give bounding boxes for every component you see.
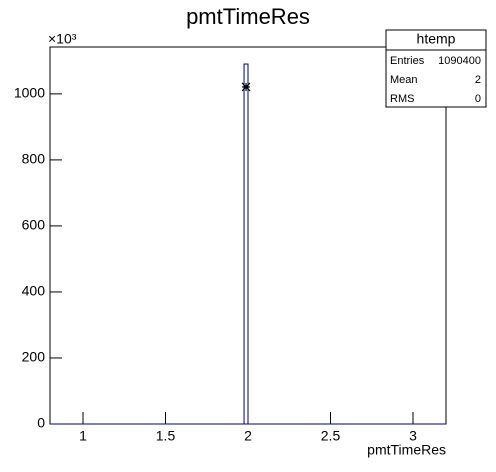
stats-value: 2 xyxy=(475,74,481,86)
y-tick-label: 0 xyxy=(37,415,45,431)
x-axis-label: pmtTimeRes xyxy=(367,442,446,458)
marker xyxy=(241,82,251,92)
y-tick-label: 1000 xyxy=(14,85,45,101)
y-tick-label: 200 xyxy=(22,349,46,365)
y-multiplier: ×10³ xyxy=(48,31,77,47)
stats-key: RMS xyxy=(390,93,414,105)
chart-title: pmtTimeRes xyxy=(186,4,310,29)
stats-frame xyxy=(385,29,487,108)
x-tick-label: 2 xyxy=(244,428,252,444)
x-tick-label: 1.5 xyxy=(156,428,176,444)
stats-key: Entries xyxy=(390,55,425,67)
stats-value: 0 xyxy=(475,93,481,105)
bar xyxy=(243,63,249,425)
x-tick-label: 2.5 xyxy=(321,428,341,444)
x-tick-label: 3 xyxy=(409,428,417,444)
x-tick-label: 1 xyxy=(79,428,87,444)
stats-title: htemp xyxy=(417,31,456,47)
stats-value: 1090400 xyxy=(438,55,481,67)
y-tick-label: 400 xyxy=(22,283,46,299)
stats-box: htemp Entries 1090400 Mean 2 RMS 0 xyxy=(385,29,487,108)
y-tick-label: 800 xyxy=(22,151,46,167)
y-tick-label: 600 xyxy=(22,217,46,233)
stats-key: Mean xyxy=(390,74,418,86)
